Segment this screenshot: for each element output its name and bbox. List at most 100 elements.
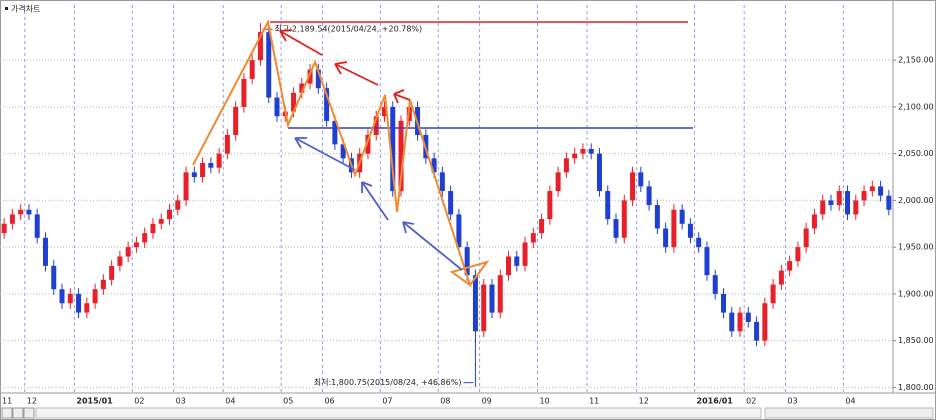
- x-tick-label: 11: [2, 397, 12, 406]
- x-tick-label: 12: [27, 397, 37, 406]
- candle-body: [754, 321, 760, 341]
- candle-body: [233, 106, 239, 135]
- candle-body: [687, 223, 693, 238]
- candle-body: [381, 106, 387, 117]
- candle-body: [638, 172, 644, 187]
- x-tick-label: 02: [746, 397, 756, 406]
- candle-body: [398, 120, 404, 192]
- candle-body: [208, 163, 214, 168]
- candle-body: [92, 289, 98, 304]
- candle-body: [547, 191, 553, 220]
- candle-body: [580, 148, 586, 154]
- candle-body: [158, 219, 164, 224]
- toolbar-icons[interactable]: [764, 407, 934, 419]
- candle-body: [712, 275, 718, 294]
- candle-body: [795, 247, 801, 262]
- y-tick-label: 1,850.00: [898, 336, 934, 345]
- candle-body: [84, 303, 90, 313]
- candle-body: [836, 191, 842, 206]
- arrow: [279, 29, 323, 56]
- candle-body: [249, 60, 255, 79]
- y-tick-label: 1,800.00: [898, 383, 934, 392]
- arrow: [334, 61, 379, 86]
- arrow: [294, 137, 356, 171]
- candle-body: [183, 172, 189, 201]
- candle-body: [150, 223, 156, 234]
- toolbar: [1, 407, 934, 419]
- candle-body: [125, 247, 131, 257]
- chart-title: 가격차트: [11, 4, 40, 14]
- y-tick-label: 2,100.00: [898, 102, 934, 111]
- candle-body: [51, 265, 57, 290]
- candle-body: [307, 69, 313, 84]
- x-tick-label: 04: [845, 397, 855, 406]
- candle-body: [621, 200, 627, 238]
- candle-body: [878, 186, 884, 196]
- candle-body: [431, 158, 437, 173]
- candle-body: [456, 214, 462, 248]
- candle-body: [853, 200, 859, 215]
- candle-body: [167, 209, 173, 220]
- min-label: 최저:1,800.75(2015/08/24, +46.86%): [314, 377, 462, 387]
- candle-body: [563, 158, 569, 173]
- candle-body: [522, 242, 528, 266]
- candle-body: [720, 293, 726, 313]
- candle-body: [59, 289, 65, 304]
- candle-body: [448, 191, 454, 215]
- candle-body: [324, 88, 330, 121]
- candle-body: [76, 293, 82, 313]
- y-tick-label: 1,950.00: [898, 243, 934, 252]
- candle-body: [489, 284, 495, 313]
- candle-body: [390, 106, 396, 192]
- candle-body: [530, 233, 536, 243]
- candle-body: [679, 209, 685, 224]
- candle-body: [1, 223, 7, 234]
- candle-body: [175, 200, 181, 210]
- candle-body: [811, 214, 817, 229]
- candle-body: [274, 97, 280, 117]
- candle-body: [241, 78, 247, 107]
- candle-body: [117, 256, 123, 266]
- x-tick-label: 12: [639, 397, 649, 406]
- candle-body: [605, 191, 611, 220]
- candle-body: [9, 214, 15, 224]
- candle-body: [266, 32, 272, 98]
- x-tick-label: 2015/01: [76, 397, 113, 406]
- candle-body: [861, 191, 867, 201]
- toolbar-button[interactable]: [12, 407, 24, 419]
- candle-body: [588, 148, 594, 154]
- x-tick-label: 11: [589, 397, 599, 406]
- candle-body: [762, 303, 768, 341]
- candle-body: [472, 275, 478, 332]
- x-tick-label: 10: [539, 397, 549, 406]
- candle-body: [67, 293, 73, 304]
- candle-body: [18, 209, 24, 215]
- y-tick-label: 2,000.00: [898, 196, 934, 205]
- candle-body: [497, 275, 503, 313]
- candle-body: [539, 219, 545, 234]
- candle-body: [630, 172, 636, 201]
- candle-body: [26, 209, 32, 215]
- x-tick-label: 05: [283, 397, 293, 406]
- candle-body: [191, 172, 197, 178]
- y-tick-label: 1,900.00: [898, 289, 934, 298]
- candle-body: [704, 247, 710, 276]
- candle-body: [654, 205, 660, 229]
- candle-body: [514, 256, 520, 266]
- toolbar-button[interactable]: [23, 407, 35, 419]
- candle-body: [133, 242, 139, 248]
- candle-body: [464, 247, 470, 276]
- x-tick-label: 07: [382, 397, 392, 406]
- candle-body: [729, 312, 735, 332]
- candle-body: [745, 312, 751, 322]
- toolbar-button[interactable]: [1, 407, 13, 419]
- candle-body: [737, 312, 743, 332]
- scrollbar[interactable]: [35, 407, 762, 419]
- candle-body: [613, 219, 619, 238]
- candle-body: [315, 69, 321, 89]
- candle-body: [365, 134, 371, 154]
- candle-body: [845, 191, 851, 215]
- candle-body: [340, 144, 346, 159]
